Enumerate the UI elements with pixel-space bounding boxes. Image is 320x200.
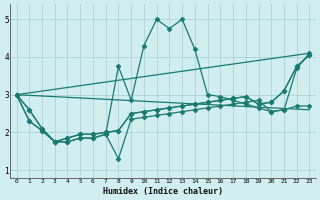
X-axis label: Humidex (Indice chaleur): Humidex (Indice chaleur) <box>103 187 223 196</box>
